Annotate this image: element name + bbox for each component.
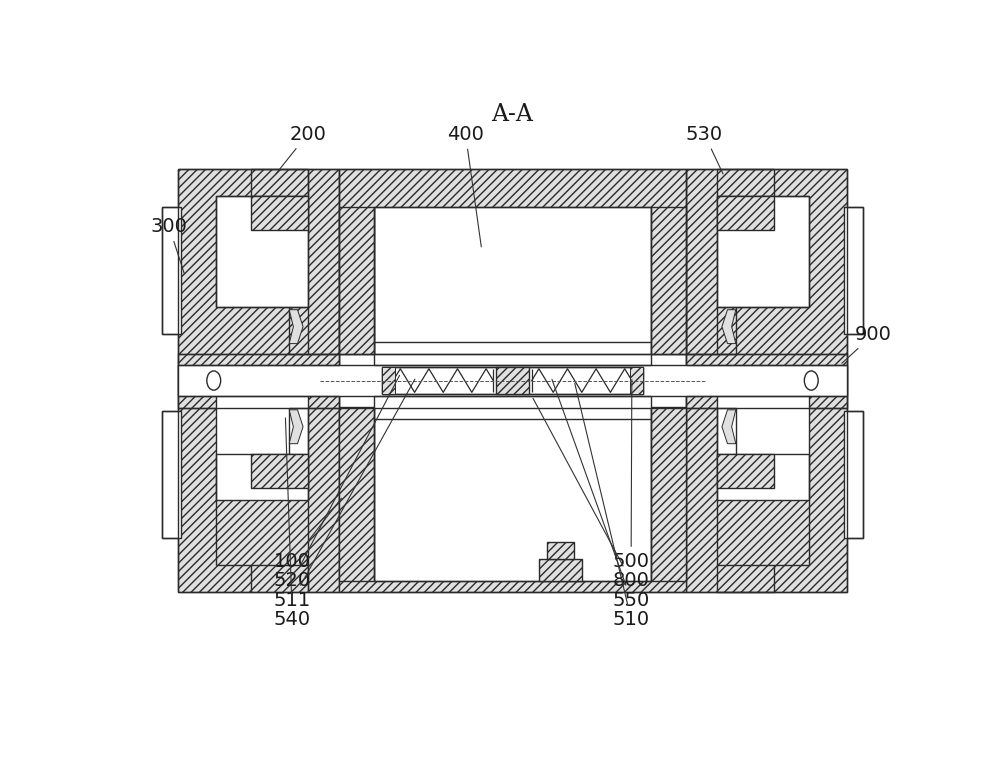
Bar xyxy=(547,542,574,559)
Bar xyxy=(216,389,308,500)
Bar xyxy=(178,365,847,396)
Bar xyxy=(374,342,651,419)
Bar xyxy=(844,412,863,539)
Bar xyxy=(251,196,308,230)
Bar xyxy=(630,366,643,395)
Text: 530: 530 xyxy=(686,125,723,174)
Polygon shape xyxy=(289,310,303,343)
Ellipse shape xyxy=(804,371,818,390)
Polygon shape xyxy=(289,410,303,444)
Polygon shape xyxy=(722,410,736,444)
Bar xyxy=(717,196,809,308)
Bar xyxy=(162,207,181,334)
Bar xyxy=(374,408,651,581)
Ellipse shape xyxy=(207,371,221,390)
Bar xyxy=(162,412,181,539)
Bar xyxy=(686,169,847,592)
Bar xyxy=(339,207,374,353)
Text: 400: 400 xyxy=(447,125,484,247)
Text: 511: 511 xyxy=(274,379,415,610)
Bar xyxy=(717,389,809,500)
Bar xyxy=(651,207,686,353)
Bar xyxy=(178,169,339,592)
Bar xyxy=(496,366,529,395)
Bar xyxy=(339,408,686,592)
Text: 510: 510 xyxy=(575,383,650,629)
Bar xyxy=(539,559,582,581)
Text: 200: 200 xyxy=(276,125,326,174)
Text: 540: 540 xyxy=(274,418,311,629)
Bar xyxy=(216,196,308,308)
Bar xyxy=(251,454,308,488)
Bar xyxy=(374,207,651,353)
Text: 100: 100 xyxy=(274,498,341,571)
Text: 900: 900 xyxy=(842,325,892,363)
Polygon shape xyxy=(722,310,736,343)
Bar xyxy=(717,454,774,488)
Bar xyxy=(178,353,339,408)
Bar xyxy=(717,196,774,230)
Text: 800: 800 xyxy=(533,399,649,591)
Bar xyxy=(382,366,643,395)
Bar xyxy=(844,207,863,334)
Bar xyxy=(382,366,395,395)
Text: 300: 300 xyxy=(151,217,187,274)
Bar xyxy=(686,353,847,408)
Bar xyxy=(651,408,686,581)
Text: 520: 520 xyxy=(274,376,400,591)
Bar xyxy=(339,169,686,353)
Bar xyxy=(339,408,374,581)
Text: 550: 550 xyxy=(552,379,650,610)
Text: A-A: A-A xyxy=(492,103,533,126)
Text: 500: 500 xyxy=(613,379,650,571)
